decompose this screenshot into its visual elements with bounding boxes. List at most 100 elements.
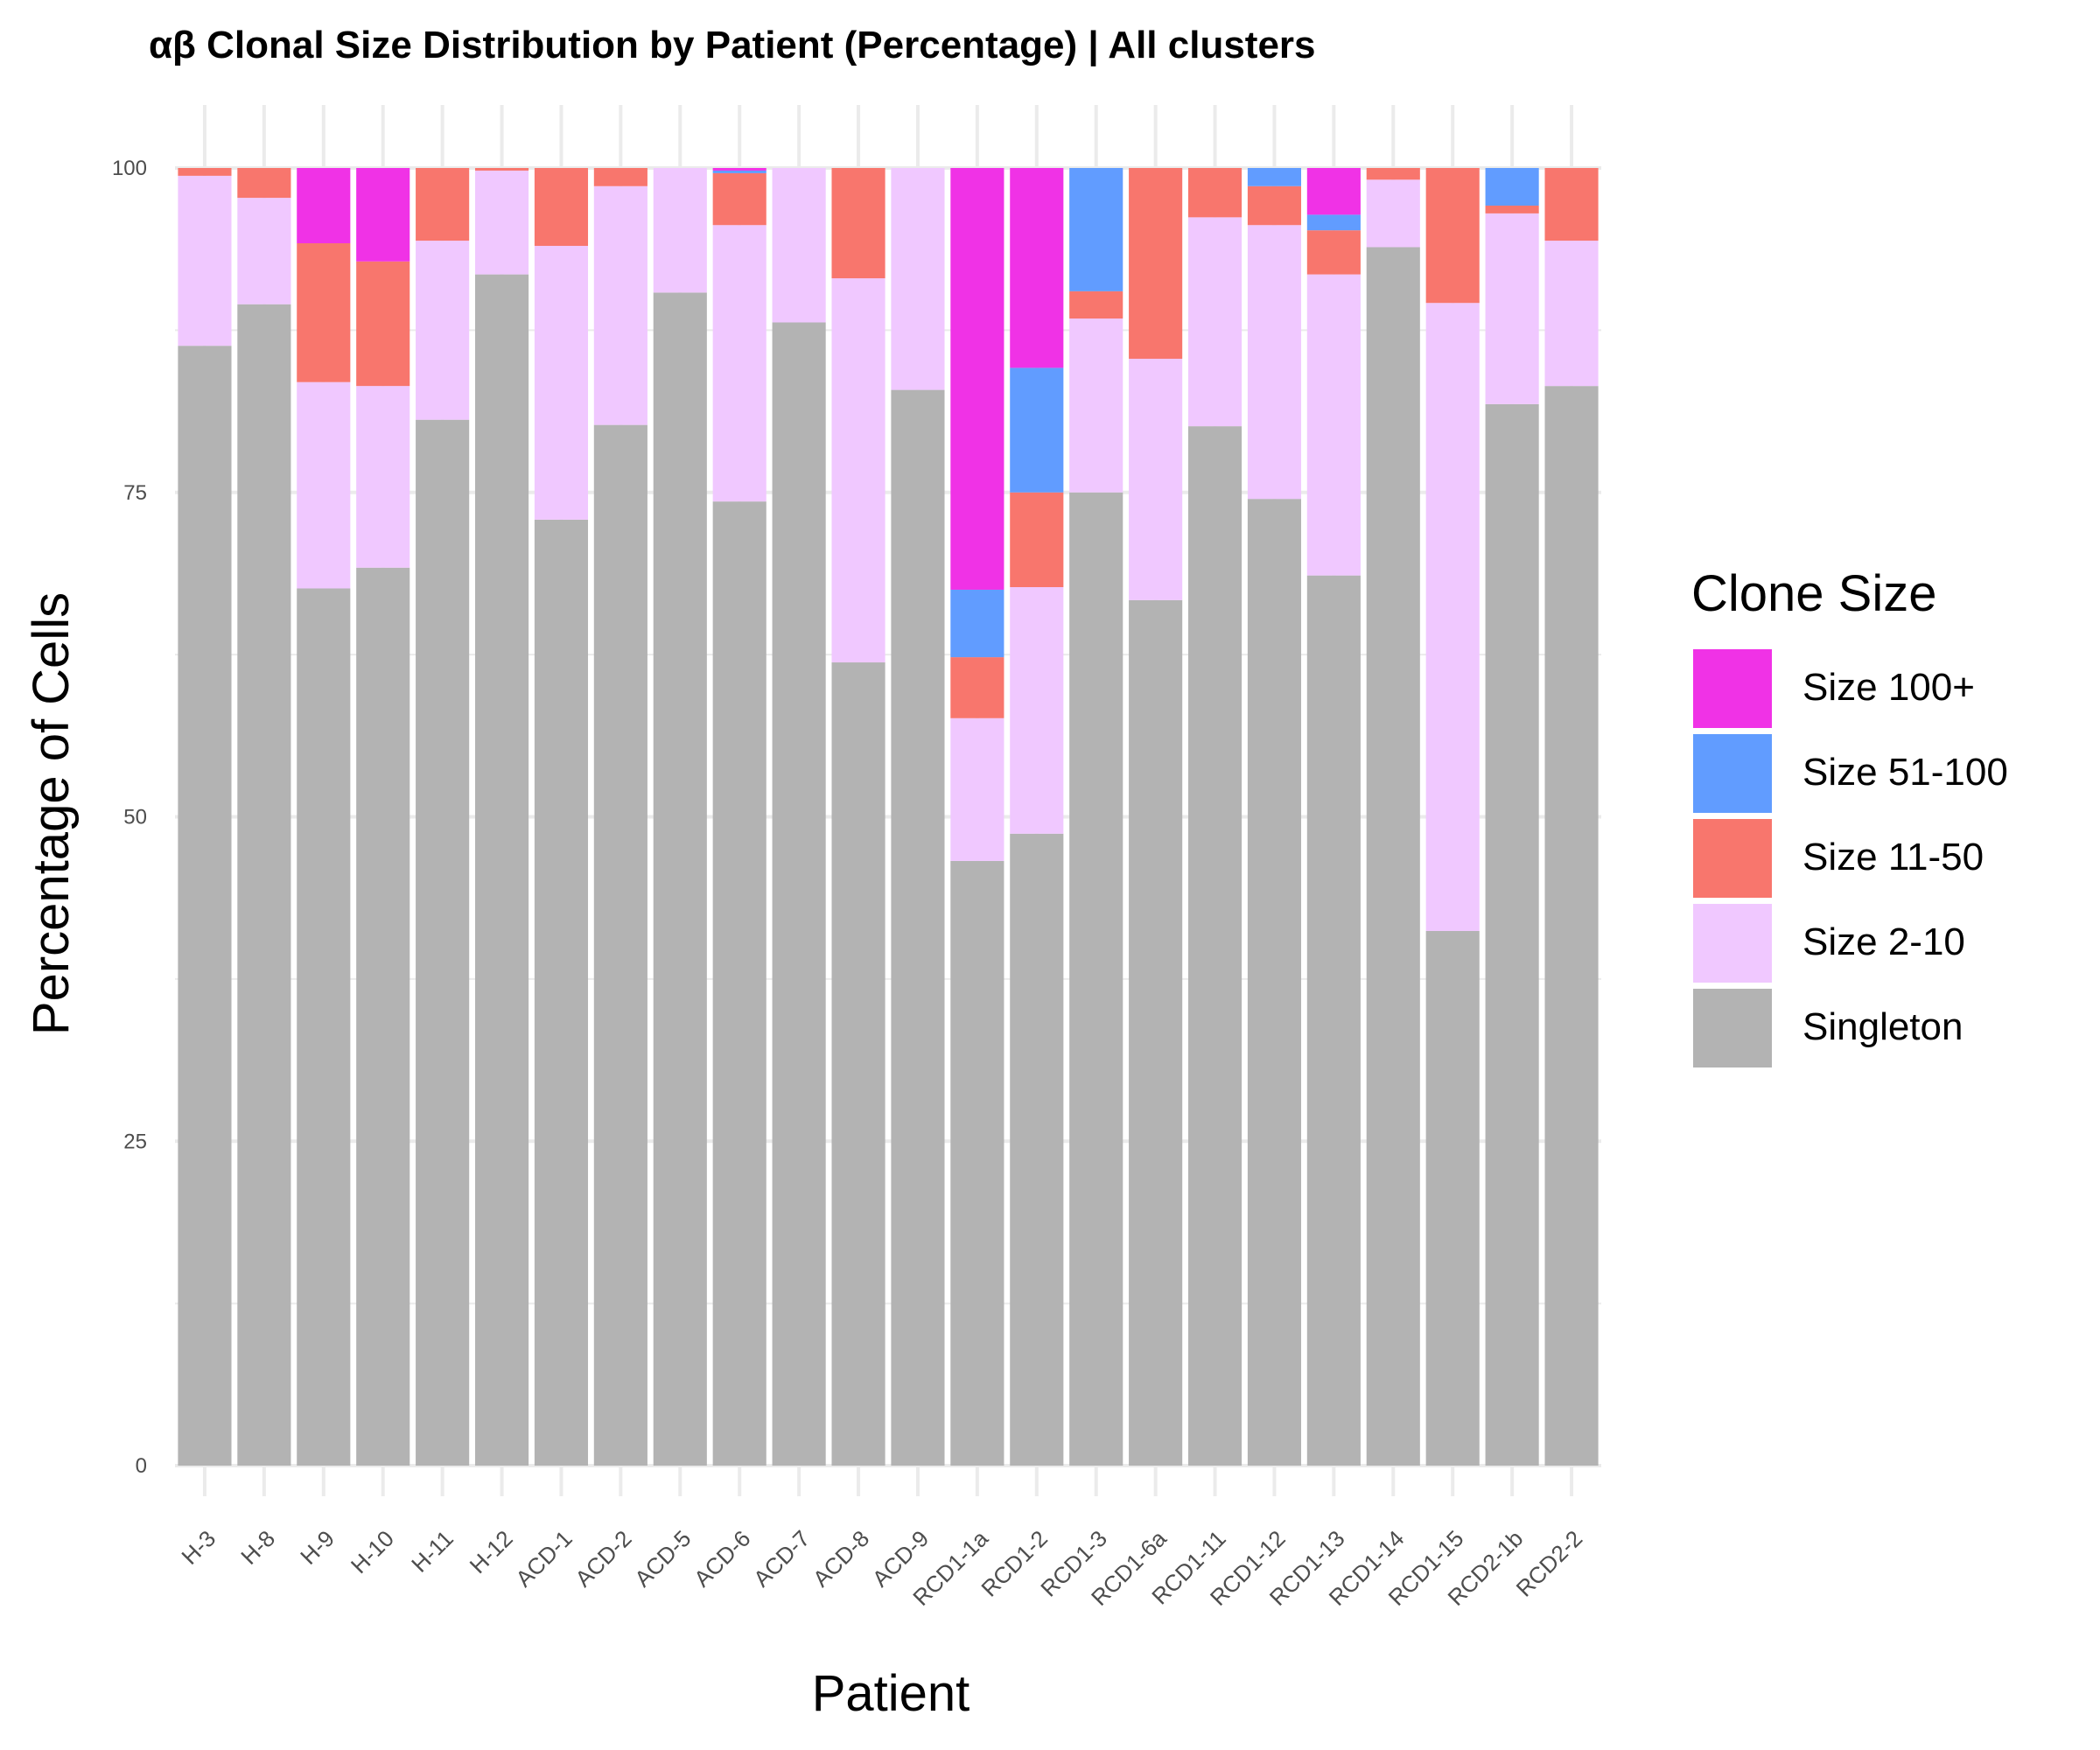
legend-label: Size 51-100 <box>1802 751 2008 794</box>
bar-segment-size-11-50-rcd1-15 <box>1425 168 1480 304</box>
bar-segment-size-2-10-rcd1-2 <box>1010 587 1064 834</box>
bar-segment-size-51-100-rcd1-12 <box>1247 168 1302 186</box>
bar-segment-singleton-acd-5 <box>653 292 707 1466</box>
bar-segment-size-11-50-rcd1-2 <box>1010 492 1064 588</box>
legend-label: Size 100+ <box>1802 666 1975 709</box>
bar-segment-singleton-rcd1-1a <box>950 860 1004 1466</box>
bar-segment-size-11-50-rcd1-6a <box>1129 168 1183 360</box>
legend-swatch <box>1693 819 1772 898</box>
bar-segment-size-2-10-h-12 <box>474 170 529 275</box>
bar-segment-size-11-50-rcd1-3 <box>1069 290 1124 319</box>
legend-swatch <box>1693 734 1772 813</box>
bar-segment-size-11-50-h-3 <box>178 168 232 176</box>
bar-segment-singleton-h-10 <box>356 567 410 1466</box>
bar-segment-size-2-10-rcd1-14 <box>1366 179 1420 248</box>
bar-segment-singleton-acd-9 <box>891 389 945 1466</box>
y-tick-label: 50 <box>123 806 147 830</box>
legend-title: Clone Size <box>1691 565 1936 622</box>
bar-segment-size-2-10-rcd1-1a <box>950 718 1004 861</box>
bar-segment-size-11-50-rcd1-13 <box>1306 230 1361 275</box>
x-axis-title: Patient <box>812 1665 970 1722</box>
bar-segment-size-2-10-rcd1-3 <box>1069 318 1124 493</box>
bar-segment-size-11-50-rcd1-14 <box>1366 168 1420 180</box>
bar-segment-size-11-50-h-8 <box>237 168 291 199</box>
bar-segment-size-51-100-rcd1-13 <box>1306 214 1361 231</box>
bar-segment-size-51-100-acd-6 <box>712 170 766 173</box>
bar-segment-size-11-50-h-12 <box>474 168 529 171</box>
bar-segment-singleton-rcd1-6a <box>1129 599 1183 1466</box>
bar-segment-singleton-rcd1-11 <box>1187 426 1242 1466</box>
bar-segment-size-11-50-h-11 <box>416 168 470 242</box>
bar-segment-singleton-rcd2-1b <box>1485 403 1539 1466</box>
bar-segment-size-2-10-rcd2-1b <box>1485 213 1539 404</box>
bar-segment-size-51-100-rcd1-2 <box>1010 368 1064 493</box>
bar-segment-size-100-rcd1-13 <box>1306 168 1361 215</box>
bar-segment-size-11-50-acd-1 <box>534 168 589 246</box>
bar-segment-size-51-100-rcd2-1b <box>1485 168 1539 206</box>
bar-segment-size-11-50-rcd1-12 <box>1247 186 1302 226</box>
bar-segment-size-11-50-acd-8 <box>831 168 886 279</box>
bar-segment-size-100-h-10 <box>356 168 410 262</box>
bar-segment-singleton-rcd1-3 <box>1069 492 1124 1466</box>
bar-segment-size-11-50-rcd1-1a <box>950 657 1004 718</box>
bar-segment-size-11-50-h-9 <box>297 243 351 382</box>
bar-segment-singleton-acd-6 <box>712 501 766 1466</box>
chart-title: αβ Clonal Size Distribution by Patient (… <box>149 24 1316 67</box>
bar-segment-size-2-10-rcd1-12 <box>1247 225 1302 500</box>
bar-segment-size-2-10-h-11 <box>416 241 470 420</box>
bar-segment-singleton-acd-1 <box>534 519 589 1466</box>
bar-segment-size-100-rcd1-2 <box>1010 168 1064 368</box>
bar-segment-size-2-10-acd-1 <box>534 245 589 520</box>
y-tick-label: 0 <box>136 1454 147 1478</box>
bars <box>178 168 1599 1466</box>
legend: Clone Size Size 100+ Size 51-100 Size 11-5… <box>1691 565 2008 1068</box>
bar-segment-singleton-rcd1-13 <box>1306 575 1361 1466</box>
bar-segment-singleton-rcd1-12 <box>1247 499 1302 1466</box>
bar-segment-size-51-100-rcd1-3 <box>1069 168 1124 291</box>
legend-label: Size 2-10 <box>1802 920 1965 963</box>
bar-segment-singleton-acd-7 <box>772 322 826 1466</box>
y-tick-label: 75 <box>123 481 147 505</box>
bar-segment-singleton-h-9 <box>297 588 351 1466</box>
bar-segment-size-51-100-rcd1-1a <box>950 589 1004 658</box>
bar-segment-singleton-h-3 <box>178 346 232 1466</box>
bar-segment-singleton-rcd2-2 <box>1544 386 1599 1466</box>
bar-segment-size-2-10-acd-7 <box>772 168 826 323</box>
bar-segment-size-2-10-acd-5 <box>653 168 707 293</box>
bar-segment-singleton-h-8 <box>237 304 291 1466</box>
bar-segment-size-2-10-h-9 <box>297 382 351 589</box>
bar-segment-singleton-rcd1-15 <box>1425 931 1480 1466</box>
bar-segment-size-11-50-rcd2-1b <box>1485 206 1539 214</box>
bar-segment-singleton-rcd1-14 <box>1366 247 1420 1466</box>
bar-segment-size-2-10-acd-6 <box>712 225 766 502</box>
y-tick-label: 25 <box>123 1130 147 1153</box>
bar-segment-size-2-10-rcd1-13 <box>1306 274 1361 576</box>
y-tick-label: 100 <box>112 157 147 180</box>
bar-segment-size-2-10-rcd2-2 <box>1544 241 1599 387</box>
bar-segment-size-2-10-h-10 <box>356 386 410 568</box>
legend-swatch <box>1693 904 1772 983</box>
bar-segment-singleton-acd-8 <box>831 662 886 1466</box>
bar-segment-size-2-10-acd-8 <box>831 278 886 663</box>
y-axis-title: Percentage of Cells <box>23 592 80 1035</box>
bar-segment-size-11-50-rcd1-11 <box>1187 168 1242 218</box>
bar-segment-size-11-50-h-10 <box>356 261 410 387</box>
bar-segment-size-100-rcd1-1a <box>950 168 1004 590</box>
bar-segment-size-11-50-acd-6 <box>712 172 766 226</box>
bar-segment-singleton-acd-2 <box>593 424 648 1466</box>
bar-segment-size-2-10-h-3 <box>178 175 232 346</box>
bar-segment-size-11-50-acd-2 <box>593 168 648 186</box>
legend-label: Singleton <box>1802 1005 1963 1048</box>
bar-segment-size-100-h-9 <box>297 168 351 244</box>
bar-segment-size-2-10-rcd1-15 <box>1425 303 1480 932</box>
bar-segment-size-11-50-rcd2-2 <box>1544 168 1599 242</box>
bar-segment-size-2-10-acd-9 <box>891 168 945 390</box>
bar-segment-size-2-10-rcd1-11 <box>1187 217 1242 427</box>
bar-segment-singleton-h-11 <box>416 419 470 1466</box>
legend-swatch <box>1693 649 1772 728</box>
legend-label: Size 11-50 <box>1802 836 1984 878</box>
bar-segment-singleton-h-12 <box>474 274 529 1466</box>
legend-swatch <box>1693 989 1772 1068</box>
bar-segment-size-2-10-h-8 <box>237 198 291 304</box>
